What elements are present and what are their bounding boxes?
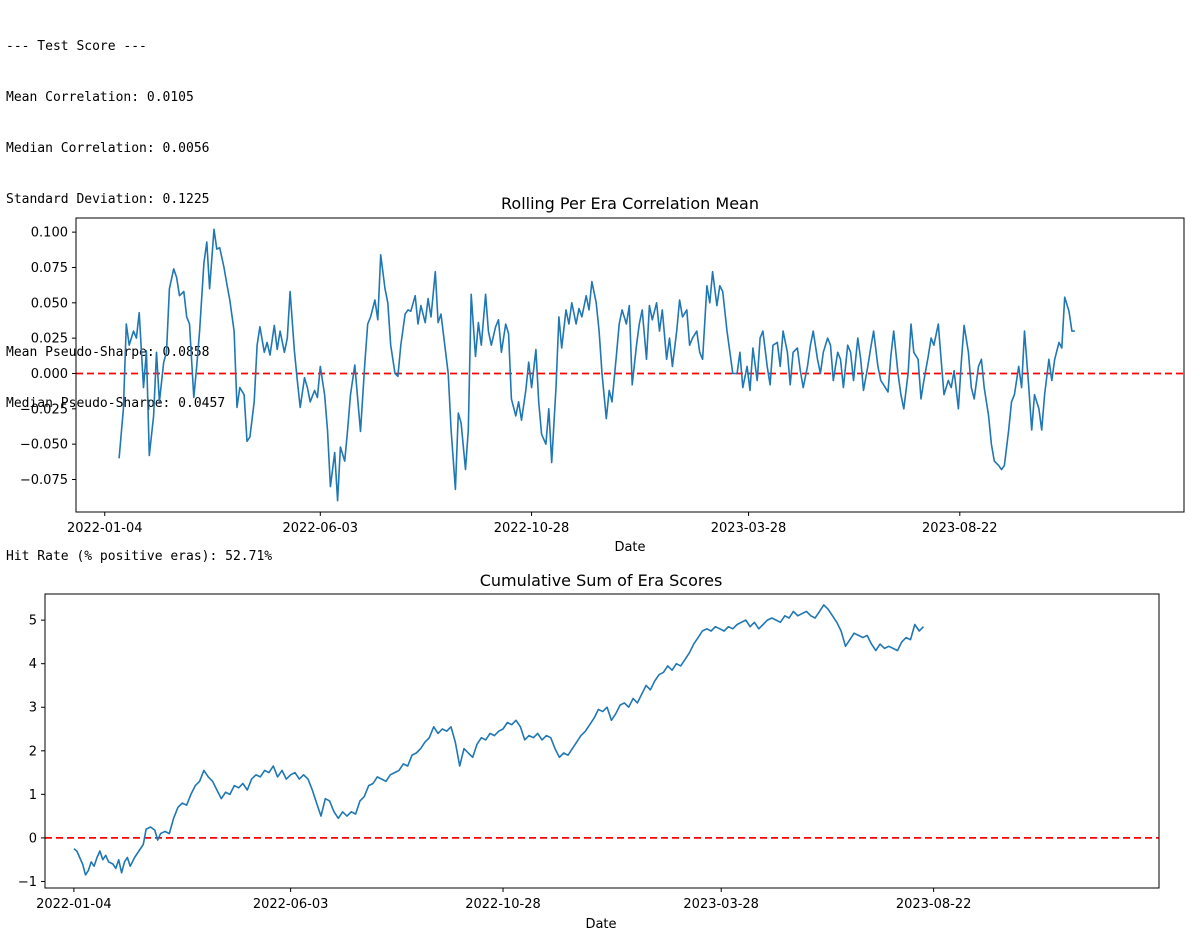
y-tick-label: 0.025 [31,332,68,347]
y-tick-label: −0.075 [20,473,68,488]
cumulative-sum-chart: Cumulative Sum of Era Scores −1 0 1 2 3 4 5 202… [18,571,1160,932]
y-tick-label: 1 [29,788,37,803]
x-tick-label: 2023-08-22 [896,897,972,912]
console-line: Standard Deviation: 0.1225 [6,192,210,207]
x-tick-label: 2022-01-04 [67,521,143,536]
x-tick-label: 2022-01-04 [36,897,112,912]
x-tick-label: 2023-08-22 [922,521,998,536]
console-line: Median Correlation: 0.0056 [6,141,210,156]
x-tick-label: 2022-10-28 [465,897,541,912]
console-line: --- Test Score --- [6,39,147,54]
rolling-correlation-chart: Rolling Per Era Correlation Mean −0.075−… [20,194,1185,555]
y-tick-label: −1 [18,875,37,890]
plot-area [75,217,1185,513]
x-tick-label: 2023-03-28 [711,521,787,536]
y-tick-label: 2 [29,744,37,759]
series-line [73,604,925,876]
console-line: Median Pseudo-Sharpe: 0.0457 [6,396,226,411]
chart-ticks: −1 0 1 2 3 4 5 2022-01-04 2022-06-03 2022-10-28 20… [18,614,972,912]
x-tick-label: 2022-06-03 [283,521,359,536]
chart-title: Rolling Per Era Correlation Mean [501,194,759,213]
x-tick-label: 2022-10-28 [494,521,570,536]
chart-ticks: −0.075 −0.050 −0.025 0.000 0.025 0.050 0.075 0.… [20,226,998,536]
console-output: --- Test Score --- Mean Correlation: 0.0… [6,4,272,582]
x-tick-label: 2023-03-28 [683,897,759,912]
y-tick-label: 0 [29,831,37,846]
y-tick-label: 0.100 [31,226,68,241]
axes-frame [44,593,1160,889]
y-tick-label: 0.050 [31,296,68,311]
y-tick-label: −0.025 [20,402,68,417]
x-tick-label: 2022-06-03 [253,897,329,912]
axes-frame [75,217,1185,513]
console-line: Hit Rate (% positive eras): 52.71% [6,549,273,564]
y-tick-label: 0.075 [31,261,68,276]
console-line: Mean Correlation: 0.0105 [6,90,194,105]
y-tick-label: −0.050 [20,438,68,453]
x-axis-label: Date [585,917,616,932]
y-tick-label: 0.000 [31,367,68,382]
plot-area [44,593,1160,889]
y-tick-label: 5 [29,614,37,629]
chart-title: Cumulative Sum of Era Scores [480,571,723,590]
series-line [118,228,1075,502]
x-axis-label: Date [614,540,645,555]
y-tick-label: 3 [29,701,37,716]
y-tick-label: 4 [29,657,37,672]
